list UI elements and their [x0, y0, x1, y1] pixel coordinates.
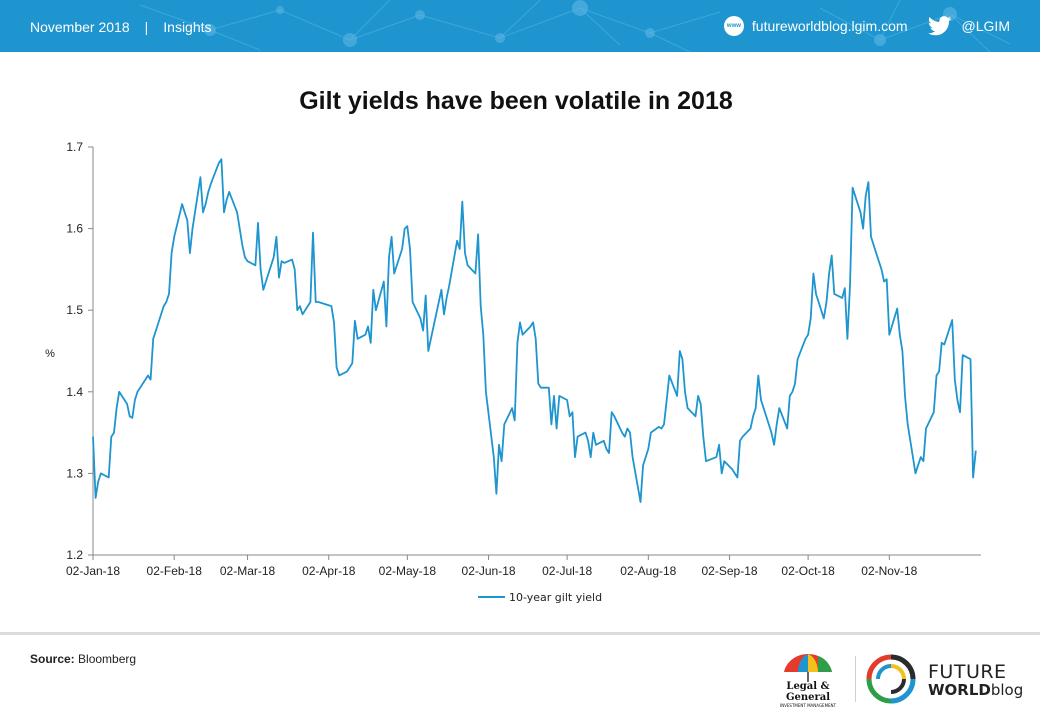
- future-world-circle-logo: [866, 654, 916, 704]
- header-separator: |: [144, 19, 149, 35]
- fw-logo-line1: FUTURE: [928, 661, 1007, 683]
- x-tick-label: 02-Oct-18: [781, 564, 835, 578]
- legend-label: 10-year gilt yield: [509, 591, 602, 604]
- y-tick-label: 1.2: [66, 548, 83, 562]
- report-date: November 2018: [30, 19, 130, 35]
- footer-divider: [0, 632, 1040, 635]
- fw-logo-world: WORLD: [928, 681, 991, 699]
- x-tick-label: 02-Feb-18: [147, 564, 203, 578]
- chart-area: Gilt yields have been volatile in 2018 %…: [0, 52, 1040, 632]
- x-tick-label: 02-Mar-18: [220, 564, 276, 578]
- lg-logo-line1: Legal &: [786, 681, 829, 692]
- lg-logo-line2: General: [786, 692, 830, 703]
- fw-logo-blog: blog: [990, 681, 1024, 699]
- y-axis-ticks: 1.2 1.3 1.4 1.5 1.6 1.7: [66, 140, 93, 562]
- future-world-blog-wordmark: FUTURE WORLDblog: [928, 662, 1023, 698]
- x-tick-label: 02-Jun-18: [462, 564, 516, 578]
- y-tick-label: 1.6: [66, 222, 83, 236]
- y-axis-label: %: [45, 348, 55, 360]
- header-bar: November 2018 | Insights www futureworldbl…: [0, 0, 1040, 52]
- x-tick-label: 02-Apr-18: [302, 564, 356, 578]
- lg-logo-line3: INVESTMENT MANAGEMENT: [780, 703, 837, 708]
- twitter-bird-icon: [927, 16, 952, 36]
- header-right: www futureworldblog.lgim.com @LGIM: [723, 16, 1010, 36]
- chart-title: Gilt yields have been volatile in 2018: [299, 87, 733, 115]
- x-tick-label: 02-Nov-18: [861, 564, 917, 578]
- x-tick-label: 02-May-18: [379, 564, 437, 578]
- legend: 10-year gilt yield: [478, 591, 602, 604]
- axes: [92, 147, 981, 556]
- y-tick-label: 1.5: [66, 303, 83, 317]
- x-tick-label: 02-Sep-18: [702, 564, 758, 578]
- y-tick-label: 1.3: [66, 466, 83, 480]
- website-link[interactable]: futureworldblog.lgim.com: [751, 18, 908, 34]
- x-tick-label: 02-Aug-18: [620, 564, 676, 578]
- y-tick-label: 1.7: [66, 140, 83, 154]
- y-tick-label: 1.4: [66, 385, 83, 399]
- series-line-10-year-gilt-yield: [92, 158, 977, 503]
- source-value: Bloomberg: [78, 652, 137, 666]
- legal-general-umbrella-logo: Legal & General INVESTMENT MANAGEMENT: [780, 654, 837, 708]
- gilt-yield-chart: Gilt yields have been volatile in 2018 %…: [45, 87, 981, 604]
- x-tick-label: 02-Jan-18: [66, 564, 120, 578]
- source-note: Source: Bloomberg: [30, 652, 136, 666]
- insights-link[interactable]: Insights: [163, 19, 212, 35]
- source-label: Source:: [30, 652, 75, 666]
- header-left: November 2018 | Insights: [30, 19, 212, 35]
- x-tick-label: 02-Jul-18: [542, 564, 592, 578]
- network-pattern-decoration: [139, 0, 1011, 52]
- x-axis-ticks: 02-Jan-18 02-Feb-18 02-Mar-18 02-Apr-18 02-M…: [66, 555, 918, 578]
- twitter-handle-link[interactable]: @LGIM: [961, 18, 1010, 34]
- logo-divider: [855, 656, 856, 702]
- www-icon: www: [723, 16, 744, 36]
